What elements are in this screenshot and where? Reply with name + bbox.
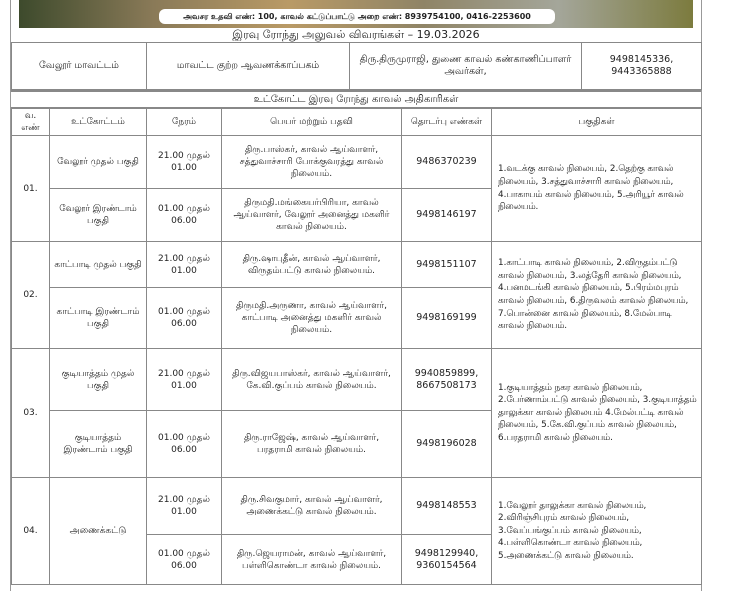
shift-time: 21.00 முதல் 01.00 <box>146 241 222 288</box>
officer-name-designation: திரு.ஷாபுதீன், காவல் ஆய்வாளர், விருதம்பட… <box>221 241 402 288</box>
division: குடியாத்தம் முதல் பகுதி <box>49 348 147 411</box>
patrol-table: வ. எண் உட்கோட்டம் நேரம் பெயர் மற்றும் பதவி த… <box>11 107 702 585</box>
officer-name-designation: திரு.பாஸ்கர், காவல் ஆய்வாளர், சத்துவாச்ச… <box>221 135 402 189</box>
patrol-areas: 1.காட்பாடி காவல் நிலையம், 2.விருதம்பட்டு… <box>491 241 702 349</box>
shift-time: 21.00 முதல் 01.00 <box>146 348 222 411</box>
contact-number: 9940859899, 8667508173 <box>401 348 492 411</box>
patrol-document: அவசர உதவி எண்: 100, காவல் கட்டுப்பாட்டு … <box>10 0 702 591</box>
serial-no: 02. <box>11 241 50 349</box>
section-subtitle: உட்கோட்ட இரவு ரோந்து காவல் அதிகாரிகள் <box>11 90 701 108</box>
table-row: 03. குடியாத்தம் முதல் பகுதி 21.00 முதல் 01… <box>11 348 702 478</box>
shift-time: 01.00 முதல் 06.00 <box>146 287 222 349</box>
table-row: காட்பாடி இரண்டாம் பகுதி 01.00 முதல் 06.00… <box>12 287 702 349</box>
header-serial-no: வ. எண் <box>11 107 50 136</box>
division: அணைக்கட்டு <box>49 477 147 585</box>
district-name: வேலூர் மாவட்டம் <box>11 42 147 90</box>
officer-name-designation: திரு.சிவகுமார், காவல் ஆய்வாளர், அணைக்கட்… <box>221 477 402 535</box>
shift-time: 01.00 முதல் 06.00 <box>146 534 222 585</box>
header-areas: பகுதிகள் <box>491 107 702 136</box>
table-row: 01.00 முதல் 06.00 திரு.ஜெயராமன், காவல் ஆய… <box>12 534 702 585</box>
table-row: 01. வேலூர் முதல் பகுதி 21.00 முதல் 01.00 தி… <box>11 135 702 242</box>
shift-time: 01.00 முதல் 06.00 <box>146 188 222 242</box>
shift-time: 21.00 முதல் 01.00 <box>146 135 222 189</box>
contact-number: 9498196028 <box>401 410 492 478</box>
contact-number: 9498169199 <box>401 287 492 349</box>
district-phone: 9498145336, 9443365888 <box>581 42 702 90</box>
officer-name-designation: திரு.விஜயபாஸ்கர், காவல் ஆய்வாளர், கே.வி.… <box>221 348 402 411</box>
serial-no: 04. <box>11 477 50 585</box>
table-row: குடியாத்தம் இரண்டாம் பகுதி 01.00 முதல் 06… <box>12 410 702 478</box>
header-time: நேரம் <box>146 107 222 136</box>
officer-name-designation: திரு.ஜெயராமன், காவல் ஆய்வாளர், பள்ளிகொண்… <box>221 534 402 585</box>
officer-name-designation: திருமதி.அருணா, காவல் ஆய்வாளர், காட்பாடி … <box>221 287 402 349</box>
district-office: மாவட்ட குற்ற ஆவணக்காப்பகம் <box>146 42 350 90</box>
serial-no: 03. <box>11 348 50 478</box>
table-row: 04. அணைக்கட்டு 21.00 முதல் 01.00 திரு.சிவகு… <box>11 477 702 585</box>
division: வேலூர் இரண்டாம் பகுதி <box>49 188 147 242</box>
shift-time: 01.00 முதல் 06.00 <box>146 410 222 478</box>
contact-number: 9498129940, 9360154564 <box>401 534 492 585</box>
patrol-areas: 1.வேலூர் தாலுக்கா காவல் நிலையம், 2.விரிஞ… <box>491 477 702 585</box>
contact-number: 9486370239 <box>401 135 492 189</box>
contact-number: 9498151107 <box>401 241 492 288</box>
helpline-banner: அவசர உதவி எண்: 100, காவல் கட்டுப்பாட்டு … <box>159 9 555 24</box>
table-row: 02. காட்பாடி முதல் பகுதி 21.00 முதல் 01.00… <box>11 241 702 349</box>
contact-number: 9498146197 <box>401 188 492 242</box>
district-officer: திரு.திருமுராஜி, துணை காவல் கண்காணிப்பாள… <box>349 42 582 90</box>
division: காட்பாடி இரண்டாம் பகுதி <box>49 287 147 349</box>
header-name-designation: பெயர் மற்றும் பதவி <box>221 107 402 136</box>
header-division: உட்கோட்டம் <box>49 107 147 136</box>
division: குடியாத்தம் இரண்டாம் பகுதி <box>49 410 147 478</box>
header-banner-image: அவசர உதவி எண்: 100, காவல் கட்டுப்பாட்டு … <box>19 0 693 28</box>
table-header-row: வ. எண் உட்கோட்டம் நேரம் பெயர் மற்றும் பதவி த… <box>11 107 702 136</box>
patrol-areas: 1.வடக்கு காவல் நிலையம், 2.தெற்கு காவல் ந… <box>491 135 702 242</box>
officer-name-designation: திரு.ராஜேஷ், காவல் ஆய்வாளர், பரதராமி காவ… <box>221 410 402 478</box>
patrol-areas: 1.குடியாத்தம் நகர காவல் நிலையம், 2.பேர்ண… <box>491 348 702 478</box>
header-contact: தொடர்பு எண்கள் <box>401 107 492 136</box>
officer-name-designation: திருமதி.மங்கையர்பிரியா, காவல் ஆய்வாளர், … <box>221 188 402 242</box>
shift-time: 21.00 முதல் 01.00 <box>146 477 222 535</box>
division: காட்பாடி முதல் பகுதி <box>49 241 147 288</box>
serial-no: 01. <box>11 135 50 242</box>
district-info-table: வேலூர் மாவட்டம் மாவட்ட குற்ற ஆவணக்காப்பக… <box>11 42 702 90</box>
contact-number: 9498148553 <box>401 477 492 535</box>
table-row: வேலூர் இரண்டாம் பகுதி 01.00 முதல் 06.00 தி… <box>12 188 702 242</box>
division: வேலூர் முதல் பகுதி <box>49 135 147 189</box>
document-title: இரவு ரோந்து அலுவல் விவரங்கள் – 19.03.202… <box>232 28 480 41</box>
